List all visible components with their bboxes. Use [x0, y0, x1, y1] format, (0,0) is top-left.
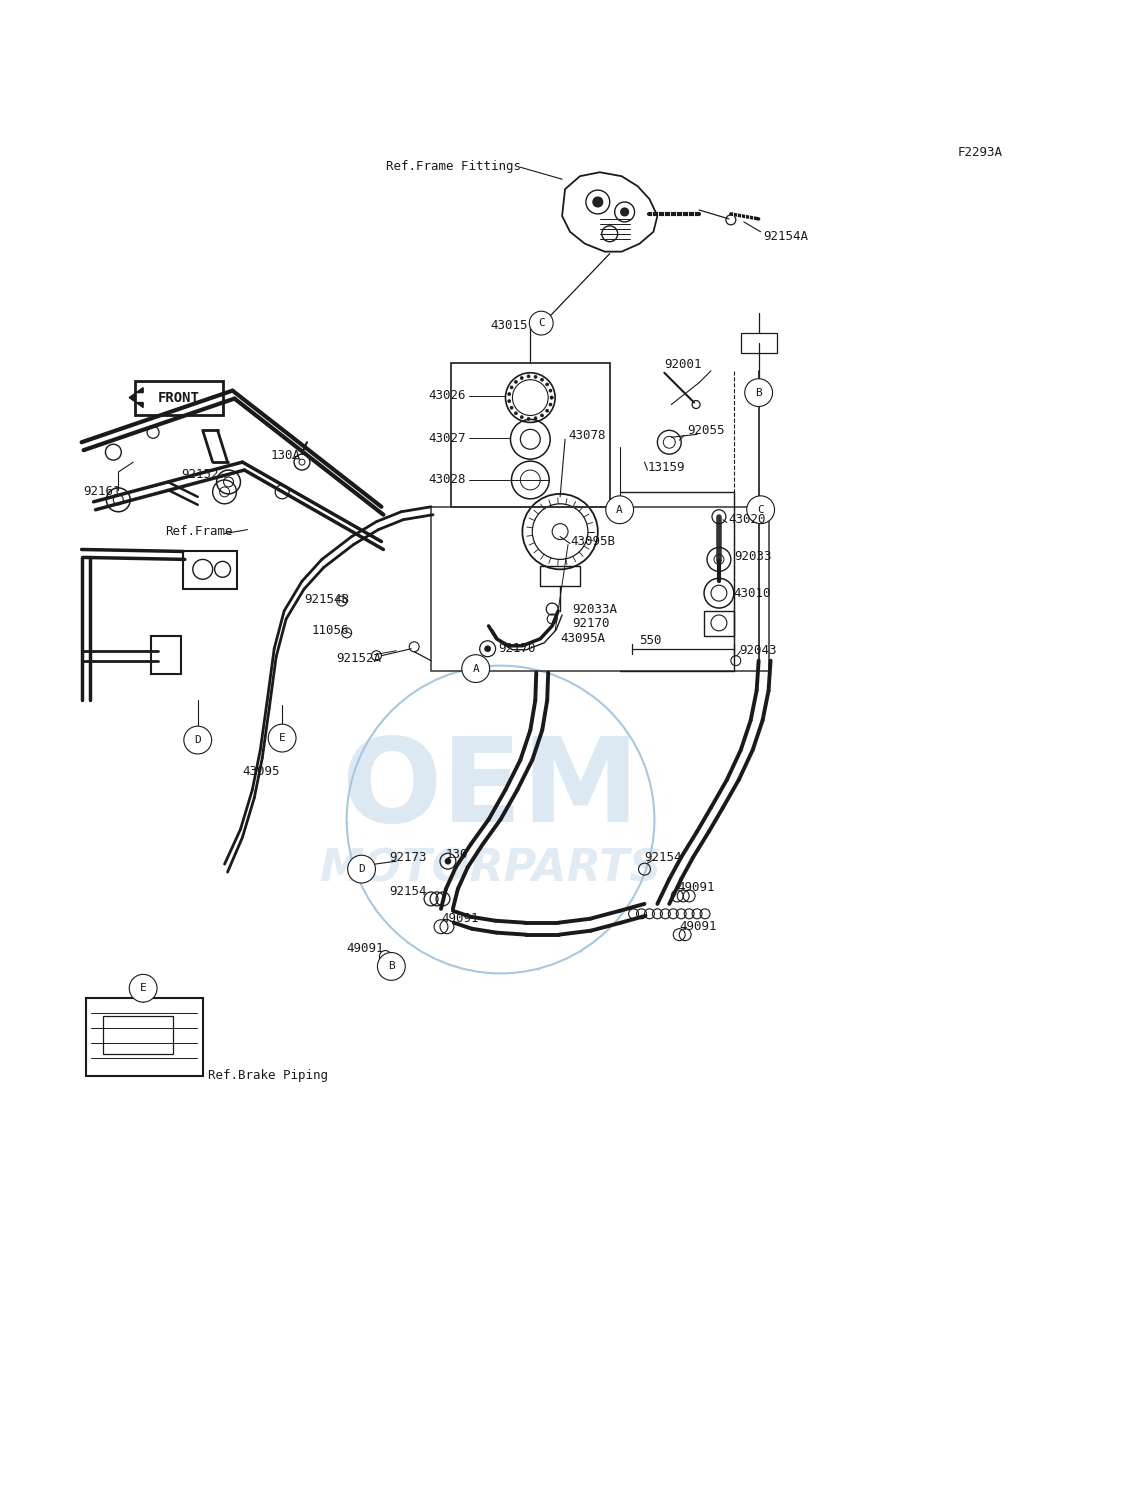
- Text: 92001: 92001: [665, 359, 701, 371]
- Circle shape: [510, 407, 513, 410]
- Text: C: C: [758, 504, 765, 515]
- Text: 43010: 43010: [734, 587, 771, 600]
- Text: 43095B: 43095B: [571, 534, 615, 548]
- Text: 92154A: 92154A: [763, 230, 808, 243]
- Text: 49091: 49091: [347, 943, 385, 955]
- Circle shape: [510, 386, 513, 389]
- Circle shape: [549, 404, 552, 405]
- Text: 11056: 11056: [312, 624, 349, 638]
- Text: 92033: 92033: [734, 549, 771, 563]
- Text: 43028: 43028: [428, 473, 466, 486]
- Bar: [541, 566, 580, 587]
- Text: 43015: 43015: [490, 318, 528, 332]
- Text: 92154: 92154: [644, 851, 682, 863]
- Circle shape: [514, 380, 518, 383]
- Text: B: B: [388, 962, 395, 971]
- Circle shape: [534, 417, 537, 420]
- Circle shape: [507, 399, 511, 402]
- Bar: [103, 1016, 173, 1054]
- Circle shape: [461, 654, 489, 683]
- Text: 92152A: 92152A: [336, 651, 382, 665]
- Bar: [740, 333, 776, 353]
- Text: F2293A: F2293A: [957, 146, 1002, 159]
- Text: 43020: 43020: [729, 513, 767, 527]
- Text: 43078: 43078: [568, 429, 605, 441]
- Circle shape: [378, 953, 405, 980]
- Circle shape: [541, 414, 543, 417]
- Text: 130: 130: [445, 848, 468, 860]
- Bar: [704, 611, 734, 636]
- Text: E: E: [140, 983, 147, 994]
- Bar: [86, 998, 203, 1076]
- Text: D: D: [194, 735, 201, 744]
- Text: B: B: [755, 387, 762, 398]
- Circle shape: [592, 197, 603, 207]
- Text: Ref.Brake Piping: Ref.Brake Piping: [208, 1069, 327, 1082]
- Text: Ref.Frame Fittings: Ref.Frame Fittings: [387, 159, 521, 173]
- Circle shape: [534, 375, 537, 378]
- Text: FRONT: FRONT: [158, 390, 200, 405]
- Bar: [430, 507, 768, 671]
- Text: 43095: 43095: [242, 766, 280, 779]
- Circle shape: [514, 411, 518, 414]
- Text: 130A: 130A: [270, 449, 301, 462]
- Circle shape: [545, 410, 549, 413]
- Circle shape: [606, 495, 634, 524]
- Text: A: A: [472, 663, 479, 674]
- Text: 49091: 49091: [441, 913, 479, 925]
- Text: Ref.Frame: Ref.Frame: [165, 525, 233, 537]
- Circle shape: [484, 645, 490, 651]
- Circle shape: [745, 378, 773, 407]
- Circle shape: [520, 377, 523, 380]
- Circle shape: [550, 396, 553, 399]
- Text: E: E: [279, 732, 286, 743]
- Text: D: D: [358, 865, 365, 874]
- Circle shape: [527, 375, 530, 378]
- Circle shape: [269, 723, 296, 752]
- Circle shape: [746, 495, 775, 524]
- Text: 92170: 92170: [498, 642, 536, 656]
- Text: 92043: 92043: [739, 644, 776, 657]
- Text: 49091: 49091: [677, 881, 715, 893]
- Text: 43095A: 43095A: [560, 632, 605, 645]
- Text: 43026: 43026: [428, 389, 466, 402]
- Text: 49091: 49091: [680, 920, 716, 934]
- Circle shape: [184, 726, 211, 754]
- Text: 92055: 92055: [688, 423, 724, 437]
- Text: OEM: OEM: [341, 732, 639, 847]
- Text: 92154B: 92154B: [304, 593, 349, 605]
- Circle shape: [348, 856, 375, 883]
- Text: 92161: 92161: [84, 485, 121, 498]
- Bar: [135, 381, 223, 416]
- Bar: [183, 551, 238, 590]
- Text: 92154: 92154: [389, 886, 427, 899]
- Text: A: A: [616, 504, 623, 515]
- Circle shape: [549, 389, 552, 392]
- Circle shape: [541, 378, 543, 381]
- Bar: [152, 636, 181, 674]
- Circle shape: [545, 383, 549, 386]
- Circle shape: [529, 311, 553, 335]
- Text: MOTORPARTS: MOTORPARTS: [319, 848, 661, 890]
- Text: 43027: 43027: [428, 432, 466, 444]
- Circle shape: [520, 416, 523, 419]
- Text: C: C: [538, 318, 544, 329]
- Text: 550: 550: [639, 635, 662, 647]
- Circle shape: [621, 209, 629, 216]
- Circle shape: [130, 974, 157, 1003]
- Text: 13159: 13159: [647, 461, 685, 474]
- Polygon shape: [130, 387, 144, 407]
- Bar: [451, 363, 610, 507]
- Text: 92173: 92173: [389, 851, 427, 863]
- Circle shape: [445, 859, 451, 865]
- Text: 92170: 92170: [572, 617, 610, 630]
- Text: 92152: 92152: [181, 467, 218, 480]
- Text: 92033A: 92033A: [572, 602, 616, 615]
- Circle shape: [550, 396, 553, 399]
- Circle shape: [507, 393, 511, 396]
- Circle shape: [527, 417, 530, 420]
